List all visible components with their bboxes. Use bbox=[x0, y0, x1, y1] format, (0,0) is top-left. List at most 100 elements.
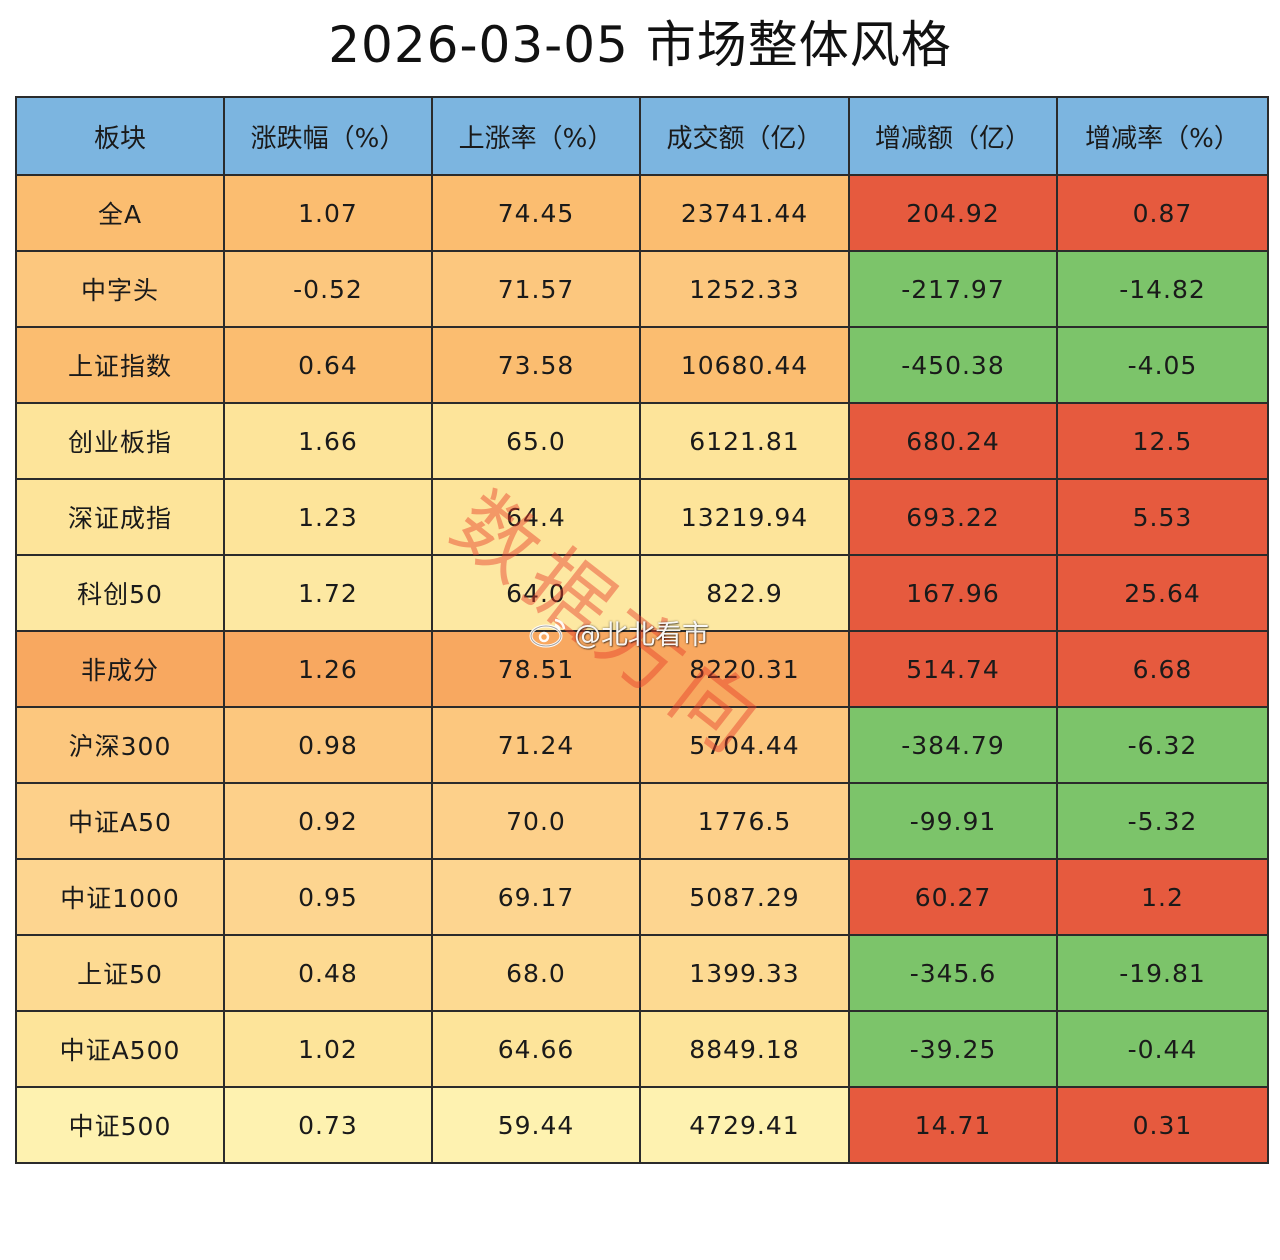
cell-change: 0.98 bbox=[223, 706, 433, 784]
cell-delta-rate: 6.68 bbox=[1056, 630, 1269, 708]
column-header-change: 涨跌幅（%） bbox=[223, 96, 433, 176]
cell-sector-name: 科创50 bbox=[15, 554, 225, 632]
cell-up-rate: 78.51 bbox=[431, 630, 641, 708]
cell-delta-rate: 0.87 bbox=[1056, 174, 1269, 252]
column-header-sector: 板块 bbox=[15, 96, 225, 176]
cell-sector-name: 中证A500 bbox=[15, 1010, 225, 1088]
cell-delta-rate: 0.31 bbox=[1056, 1086, 1269, 1164]
table-body: 全A 1.07 74.45 23741.44 204.92 0.87 中字头 -0.52 71.… bbox=[15, 174, 1269, 1164]
cell-up-rate: 70.0 bbox=[431, 782, 641, 860]
cell-up-rate: 69.17 bbox=[431, 858, 641, 936]
cell-sector-name: 上证50 bbox=[15, 934, 225, 1012]
cell-delta: 514.74 bbox=[848, 630, 1058, 708]
column-header-turnover: 成交额（亿） bbox=[639, 96, 850, 176]
cell-delta-rate: 12.5 bbox=[1056, 402, 1269, 480]
cell-delta: 14.71 bbox=[848, 1086, 1058, 1164]
table-row: 全A 1.07 74.45 23741.44 204.92 0.87 bbox=[15, 174, 1269, 252]
cell-sector-name: 中字头 bbox=[15, 250, 225, 328]
cell-sector-name: 沪深300 bbox=[15, 706, 225, 784]
cell-delta: 167.96 bbox=[848, 554, 1058, 632]
cell-turnover: 8220.31 bbox=[639, 630, 850, 708]
cell-turnover: 1776.5 bbox=[639, 782, 850, 860]
cell-change: 0.95 bbox=[223, 858, 433, 936]
cell-delta-rate: -0.44 bbox=[1056, 1010, 1269, 1088]
cell-delta: 204.92 bbox=[848, 174, 1058, 252]
cell-delta: 680.24 bbox=[848, 402, 1058, 480]
cell-delta-rate: -4.05 bbox=[1056, 326, 1269, 404]
cell-up-rate: 74.45 bbox=[431, 174, 641, 252]
table-row: 中字头 -0.52 71.57 1252.33 -217.97 -14.82 bbox=[15, 250, 1269, 328]
table-row: 中证A500 1.02 64.66 8849.18 -39.25 -0.44 bbox=[15, 1010, 1269, 1088]
cell-change: 1.07 bbox=[223, 174, 433, 252]
cell-delta-rate: -5.32 bbox=[1056, 782, 1269, 860]
cell-delta-rate: -14.82 bbox=[1056, 250, 1269, 328]
cell-up-rate: 64.4 bbox=[431, 478, 641, 556]
cell-change: 1.66 bbox=[223, 402, 433, 480]
cell-delta: -99.91 bbox=[848, 782, 1058, 860]
cell-turnover: 13219.94 bbox=[639, 478, 850, 556]
column-header-delta-rate: 增减率（%） bbox=[1056, 96, 1269, 176]
table-row: 沪深300 0.98 71.24 5704.44 -384.79 -6.32 bbox=[15, 706, 1269, 784]
cell-delta: -345.6 bbox=[848, 934, 1058, 1012]
cell-delta: -450.38 bbox=[848, 326, 1058, 404]
table-row: 中证A50 0.92 70.0 1776.5 -99.91 -5.32 bbox=[15, 782, 1269, 860]
cell-up-rate: 59.44 bbox=[431, 1086, 641, 1164]
cell-delta-rate: 1.2 bbox=[1056, 858, 1269, 936]
cell-delta-rate: -19.81 bbox=[1056, 934, 1269, 1012]
cell-turnover: 1399.33 bbox=[639, 934, 850, 1012]
cell-change: 0.73 bbox=[223, 1086, 433, 1164]
cell-up-rate: 71.57 bbox=[431, 250, 641, 328]
cell-sector-name: 上证指数 bbox=[15, 326, 225, 404]
market-style-table: 板块 涨跌幅（%） 上涨率（%） 成交额（亿） 增减额（亿） 增减率（%） 全A… bbox=[15, 96, 1269, 1164]
column-header-up-rate: 上涨率（%） bbox=[431, 96, 641, 176]
cell-delta: 693.22 bbox=[848, 478, 1058, 556]
page-title: 2026-03-05 市场整体风格 bbox=[328, 16, 952, 74]
table-row: 上证50 0.48 68.0 1399.33 -345.6 -19.81 bbox=[15, 934, 1269, 1012]
cell-up-rate: 68.0 bbox=[431, 934, 641, 1012]
cell-turnover: 10680.44 bbox=[639, 326, 850, 404]
cell-change: 1.26 bbox=[223, 630, 433, 708]
cell-delta-rate: 5.53 bbox=[1056, 478, 1269, 556]
table-row: 科创50 1.72 64.0 822.9 167.96 25.64 bbox=[15, 554, 1269, 632]
cell-change: 1.23 bbox=[223, 478, 433, 556]
cell-change: 1.02 bbox=[223, 1010, 433, 1088]
table-row: 中证500 0.73 59.44 4729.41 14.71 0.31 bbox=[15, 1086, 1269, 1164]
cell-up-rate: 65.0 bbox=[431, 402, 641, 480]
cell-up-rate: 71.24 bbox=[431, 706, 641, 784]
cell-turnover: 8849.18 bbox=[639, 1010, 850, 1088]
cell-delta: -39.25 bbox=[848, 1010, 1058, 1088]
cell-change: 1.72 bbox=[223, 554, 433, 632]
table-row: 深证成指 1.23 64.4 13219.94 693.22 5.53 bbox=[15, 478, 1269, 556]
cell-change: 0.92 bbox=[223, 782, 433, 860]
cell-turnover: 5087.29 bbox=[639, 858, 850, 936]
cell-sector-name: 中证1000 bbox=[15, 858, 225, 936]
table-row: 创业板指 1.66 65.0 6121.81 680.24 12.5 bbox=[15, 402, 1269, 480]
cell-turnover: 4729.41 bbox=[639, 1086, 850, 1164]
cell-change: 0.48 bbox=[223, 934, 433, 1012]
cell-sector-name: 深证成指 bbox=[15, 478, 225, 556]
cell-delta-rate: 25.64 bbox=[1056, 554, 1269, 632]
table-row: 非成分 1.26 78.51 8220.31 514.74 6.68 bbox=[15, 630, 1269, 708]
cell-turnover: 822.9 bbox=[639, 554, 850, 632]
cell-delta: -384.79 bbox=[848, 706, 1058, 784]
cell-up-rate: 64.0 bbox=[431, 554, 641, 632]
cell-turnover: 1252.33 bbox=[639, 250, 850, 328]
cell-delta: 60.27 bbox=[848, 858, 1058, 936]
cell-delta-rate: -6.32 bbox=[1056, 706, 1269, 784]
cell-up-rate: 64.66 bbox=[431, 1010, 641, 1088]
cell-turnover: 6121.81 bbox=[639, 402, 850, 480]
table-row: 中证1000 0.95 69.17 5087.29 60.27 1.2 bbox=[15, 858, 1269, 936]
cell-sector-name: 全A bbox=[15, 174, 225, 252]
cell-sector-name: 中证A50 bbox=[15, 782, 225, 860]
cell-change: 0.64 bbox=[223, 326, 433, 404]
cell-change: -0.52 bbox=[223, 250, 433, 328]
cell-sector-name: 创业板指 bbox=[15, 402, 225, 480]
cell-turnover: 23741.44 bbox=[639, 174, 850, 252]
cell-sector-name: 非成分 bbox=[15, 630, 225, 708]
cell-sector-name: 中证500 bbox=[15, 1086, 225, 1164]
cell-up-rate: 73.58 bbox=[431, 326, 641, 404]
table-row: 上证指数 0.64 73.58 10680.44 -450.38 -4.05 bbox=[15, 326, 1269, 404]
cell-turnover: 5704.44 bbox=[639, 706, 850, 784]
cell-delta: -217.97 bbox=[848, 250, 1058, 328]
column-header-delta: 增减额（亿） bbox=[848, 96, 1058, 176]
